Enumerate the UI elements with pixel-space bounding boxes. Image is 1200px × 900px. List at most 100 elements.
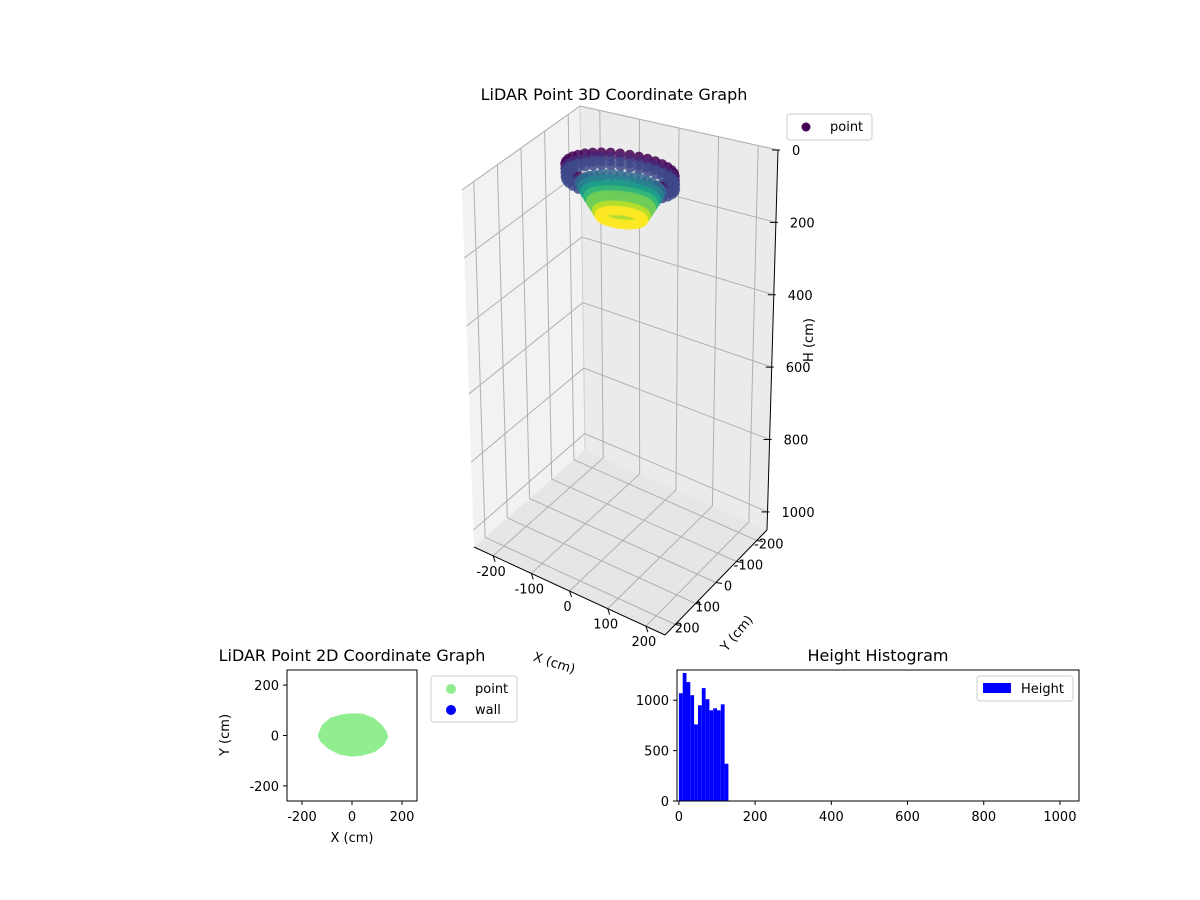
z-tick-label-1: 200 [790, 216, 815, 231]
histogram-bar [720, 704, 725, 801]
x-tick-mark-0 [492, 555, 496, 562]
point-3d [596, 160, 607, 171]
y-tick-mark-3 [695, 603, 702, 605]
legend-2d-marker-point [446, 684, 456, 694]
x-tick-mark-3 [607, 608, 611, 615]
histogram-bar [690, 695, 695, 801]
x2d-tick-label-1: 0 [348, 810, 356, 825]
y-tick-mark-4 [675, 624, 682, 626]
legend-hist-swatch [983, 683, 1011, 693]
y-tick-label-2: 0 [724, 580, 732, 595]
x2d-tick-label-2: 200 [390, 810, 415, 825]
ticks-hist: 0 200 400 600 800 1000 0 500 1000 [636, 694, 1077, 825]
legend-2d-label-wall: wall [475, 703, 501, 718]
histogram-bar [694, 724, 698, 801]
grid-line-y-floor-1 [551, 478, 737, 562]
y-tick-label-0: -200 [754, 538, 784, 553]
grid-line-h-1000 [473, 433, 768, 531]
histogram-bar [678, 693, 683, 801]
scatter-2d-points [317, 713, 388, 757]
grid-line-x-back-3 [711, 136, 720, 507]
histogram-bars [678, 673, 729, 801]
point-3d [580, 161, 591, 172]
x-tick-label-0: -200 [476, 565, 506, 580]
point-3d [625, 162, 635, 173]
y-axis-label-2d: Y (cm) [218, 714, 233, 757]
z-tick-label-0: 0 [792, 144, 800, 159]
histogram-bar [717, 710, 721, 801]
z-axis-label-3d: H (cm) [802, 318, 817, 362]
pane-left [462, 106, 585, 547]
x2d-tick-label-0: -200 [287, 810, 317, 825]
histogram-bar [701, 688, 706, 801]
histogram-bar [705, 699, 710, 801]
x-tick-mark-1 [530, 573, 534, 580]
legend-3d: point [786, 113, 873, 141]
z-axis-line-3d [766, 149, 779, 531]
grid-line-y-floor-0 [573, 459, 758, 541]
z-tick-label-3: 600 [786, 361, 811, 376]
legend-hist: Height [976, 675, 1074, 702]
point-3d [606, 160, 616, 171]
y2d-tick-label-2: 200 [254, 679, 279, 694]
yh-tick-label-0: 0 [661, 795, 669, 810]
ticks-3d: 02004006008001000-200-1000100200-200-100… [473, 144, 815, 650]
x-tick-label-2: 0 [563, 600, 571, 615]
yh-tick-label-2: 1000 [636, 694, 669, 709]
xh-tick-label-2: 400 [819, 810, 844, 825]
grid-line-y-left-2 [520, 147, 530, 499]
grid-line-y-left-1 [544, 131, 553, 480]
z-tick-label-4: 800 [784, 434, 809, 449]
chart-2d: LiDAR Point 2D Coordinate Graph -200 0 200… [218, 646, 518, 846]
histogram-bar [713, 708, 717, 801]
histogram-bar [686, 682, 691, 801]
point-cloud-3d [560, 147, 681, 230]
legend-2d: point wall [430, 675, 518, 723]
grid-line-y-left-4 [473, 181, 486, 538]
y-tick-mark-2 [715, 582, 723, 584]
histogram-bar [698, 705, 702, 801]
point-3d [642, 166, 653, 177]
grid-line-h-600 [468, 302, 772, 395]
point-cluster-2d [317, 713, 388, 757]
x-tick-label-3: 100 [593, 618, 618, 633]
point-3d [615, 161, 626, 172]
histogram-bar [724, 763, 729, 801]
x-tick-mark-4 [645, 626, 649, 633]
y-tick-label-4: 200 [675, 622, 700, 637]
legend-hist-frame [976, 675, 1074, 702]
yh-tick-label-1: 500 [644, 745, 669, 760]
x-tick-label-1: -100 [515, 582, 545, 597]
histogram-title: Height Histogram [808, 646, 949, 665]
xh-tick-label-0: 0 [675, 810, 683, 825]
legend-2d-marker-wall [446, 705, 456, 715]
chart-3d-title: LiDAR Point 3D Coordinate Graph [481, 85, 748, 104]
chart-2d-title: LiDAR Point 2D Coordinate Graph [219, 646, 486, 665]
z-tick-label-2: 400 [788, 289, 813, 304]
legend-2d-label-point: point [475, 682, 508, 697]
legend-3d-label: point [830, 120, 863, 135]
xh-tick-label-4: 800 [971, 810, 996, 825]
y-axis-line-3d [664, 529, 768, 636]
y-tick-label-3: 100 [695, 601, 720, 616]
point-3d [588, 160, 599, 171]
y-tick-mark-0 [756, 540, 763, 542]
plot-frame-hist [676, 669, 1080, 802]
histogram-chart: Height Histogram 0 200 400 600 800 1000 0 500 10… [636, 646, 1080, 825]
x-tick-label-4: 200 [631, 635, 656, 650]
xh-tick-label-1: 200 [743, 810, 768, 825]
ticks-2d: -200 0 200 -200 0 200 [249, 679, 414, 825]
legend-hist-label: Height [1021, 682, 1064, 697]
y2d-tick-label-0: -200 [249, 780, 279, 795]
grid-line-h-0 [461, 105, 779, 191]
histogram-bar [682, 673, 687, 801]
y-tick-label-1: -100 [734, 559, 764, 574]
legend-3d-marker [801, 122, 811, 132]
grid-line-y-floor-4 [484, 536, 676, 625]
point-3d [638, 216, 648, 227]
chart-3d: LiDAR Point 3D Coordinate Graph 0 200 400 6… [461, 85, 873, 677]
y2d-tick-label-1: 0 [271, 730, 279, 745]
grid-line-y-left-3 [496, 164, 508, 518]
y-tick-mark-1 [736, 561, 743, 563]
